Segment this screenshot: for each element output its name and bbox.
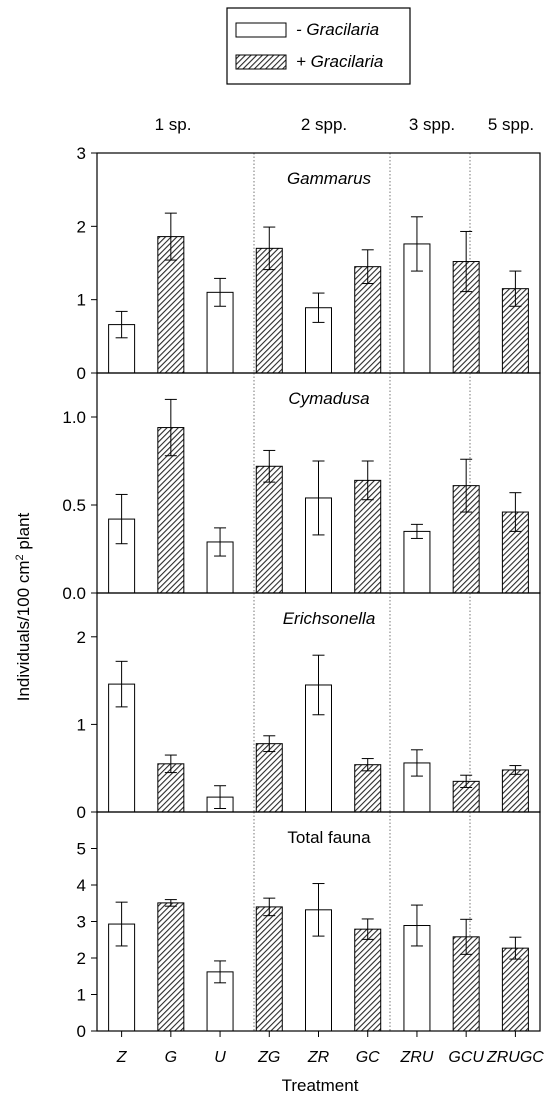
bar-ZRUGC (501, 947, 529, 1032)
error-bar-ZRUGC (509, 936, 522, 960)
group-label-1sp: 1 sp. (155, 115, 192, 134)
y-tick-label: 5 (77, 840, 86, 859)
legend-label-open: - Gracilaria (296, 20, 379, 39)
error-bar-U (214, 277, 227, 307)
y-tick-label: 2 (77, 949, 86, 968)
y-tick-label: 0.5 (62, 496, 86, 515)
error-bar-ZR (312, 654, 325, 716)
y-tick-label: 0.0 (62, 584, 86, 603)
error-bar-ZRU (410, 904, 423, 947)
x-tick-label: ZG (257, 1049, 280, 1066)
error-bar-G (164, 212, 177, 261)
error-bar-U (214, 785, 227, 809)
error-bar-ZR (312, 460, 325, 536)
error-bar-Z (115, 660, 128, 708)
error-bar-U (214, 527, 227, 557)
bar-ZG (255, 906, 283, 1032)
legend-box (226, 7, 411, 85)
error-bar-GC (361, 758, 374, 772)
error-bar-Z (115, 901, 128, 947)
error-bar-GCU (460, 458, 473, 513)
error-bar-Z (115, 310, 128, 339)
error-bar-ZG (263, 897, 276, 917)
error-bar-GCU (460, 230, 473, 293)
error-bar-G (164, 398, 177, 457)
y-tick-label: 3 (77, 144, 86, 163)
panel-3: 0 1 2 Erichsonella (77, 592, 541, 822)
y-tick-label: 0 (77, 1022, 86, 1041)
x-tick-label: GCU (448, 1049, 484, 1066)
bar-G (157, 902, 185, 1032)
y-tick-label: 3 (77, 913, 86, 932)
error-bar-ZRUGC (509, 492, 522, 532)
error-bar-ZRUGC (509, 270, 522, 307)
y-tick-label: 2 (77, 217, 86, 236)
error-bar-G (164, 754, 177, 774)
error-bar-GCU (460, 918, 473, 955)
error-bar-G (164, 899, 177, 907)
error-bar-GC (361, 460, 374, 501)
error-bar-Z (115, 493, 128, 545)
legend: - Gracilaria + Gracilaria (226, 7, 411, 85)
panel-title: Erichsonella (283, 609, 376, 628)
x-tick-label: ZR (307, 1049, 330, 1066)
error-bar-ZG (263, 735, 276, 753)
error-bar-ZG (263, 449, 276, 483)
y-axis-label: Individuals/100 cm2 plant (14, 512, 33, 701)
y-tick-label: 2 (77, 628, 86, 647)
plot-area: 0 1 2 3 Gammarus 0.0 0.5 1.0 Cymadusa 0 1 2 Erichson… (62, 144, 544, 1066)
group-label-5spp: 5 spp. (488, 115, 534, 134)
x-tick-label: ZRU (399, 1049, 433, 1066)
bar-ZRUGC (501, 769, 529, 813)
error-bar-ZRU (410, 216, 423, 272)
legend-swatch-hatched (235, 54, 287, 70)
x-tick-label: GC (356, 1049, 380, 1066)
y-tick-label: 1.0 (62, 408, 86, 427)
error-bar-U (214, 960, 227, 984)
x-axis-label: Treatment (282, 1076, 359, 1095)
error-bar-GC (361, 249, 374, 285)
bar-GC (354, 928, 382, 1032)
x-tick-label: ZRUGC (486, 1049, 544, 1066)
y-tick-label: 1 (77, 291, 86, 310)
group-label-3spp: 3 spp. (409, 115, 455, 134)
legend-label-hatched: + Gracilaria (296, 52, 383, 71)
error-bar-ZRU (410, 523, 423, 539)
error-bar-GC (361, 918, 374, 940)
group-label-2spp: 2 spp. (301, 115, 347, 134)
y-tick-label: 0 (77, 364, 86, 383)
bar-ZG (255, 465, 283, 594)
panel-1: 0 1 2 3 Gammarus (77, 144, 541, 383)
legend-swatch-open (235, 22, 287, 38)
bar-ZG (255, 743, 283, 813)
panel-title: Cymadusa (288, 389, 369, 408)
x-tick-label: Z (116, 1049, 128, 1066)
panel-2: 0.0 0.5 1.0 Cymadusa (62, 372, 541, 603)
error-bar-GCU (460, 774, 473, 788)
error-bar-ZRUGC (509, 765, 522, 775)
panel-4: 0 1 2 3 4 5 Total fauna (77, 811, 541, 1041)
x-tick-label: U (214, 1049, 226, 1066)
y-tick-label: 0 (77, 803, 86, 822)
error-bar-ZR (312, 292, 325, 323)
error-bar-ZG (263, 226, 276, 271)
bar-ZRU (403, 530, 431, 594)
y-tick-label: 1 (77, 986, 86, 1005)
y-tick-label: 4 (77, 876, 86, 895)
bar-GC (354, 764, 382, 813)
x-tick-label: G (165, 1049, 177, 1066)
panel-title: Gammarus (287, 169, 372, 188)
y-tick-label: 1 (77, 715, 86, 734)
panel-title: Total fauna (287, 828, 371, 847)
error-bar-ZRU (410, 749, 423, 777)
error-bar-ZR (312, 883, 325, 937)
